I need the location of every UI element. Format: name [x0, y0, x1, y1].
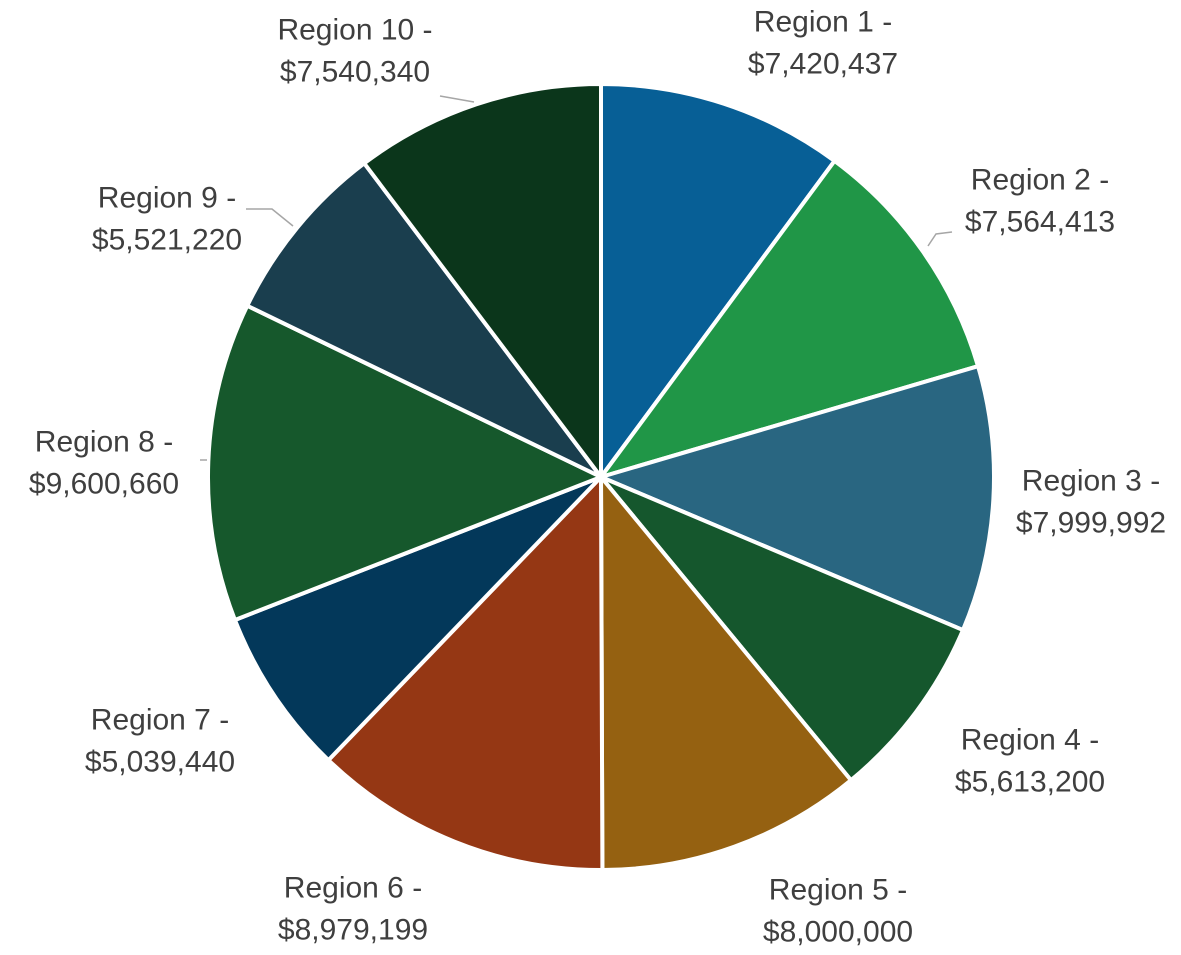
data-label-value-region-9: $5,521,220 — [92, 224, 242, 257]
data-label-category-region-4: Region 4 - — [961, 724, 1099, 757]
data-label-value-region-3: $7,999,992 — [1016, 507, 1166, 540]
leader-line-region-10 — [439, 95, 475, 103]
data-label-category-region-10: Region 10 - — [277, 14, 432, 47]
pie-slice-region-4 — [599, 475, 965, 783]
data-label-value-region-8: $9,600,660 — [29, 468, 179, 501]
pie-slice-region-1 — [599, 82, 837, 479]
data-label-value-region-7: $5,039,440 — [85, 746, 235, 779]
data-label-category-region-8: Region 8 - — [35, 426, 173, 459]
data-label-category-region-5: Region 5 - — [769, 874, 907, 907]
data-label-value-region-1: $7,420,437 — [748, 48, 898, 81]
data-label-category-region-3: Region 3 - — [1022, 465, 1160, 498]
leader-line-region-2 — [927, 231, 953, 247]
data-label-value-region-6: $8,979,199 — [278, 914, 428, 947]
leader-line-region-9 — [246, 208, 294, 227]
pie-slice-region-3 — [599, 364, 996, 633]
data-label-category-region-1: Region 1 - — [754, 6, 892, 39]
pie-slice-region-9 — [245, 161, 603, 479]
pie-slice-region-6 — [326, 475, 605, 873]
pie-slice-region-2 — [599, 158, 981, 479]
leader-lines-layer — [200, 95, 953, 461]
data-label-category-region-6: Region 6 - — [284, 872, 422, 905]
data-label-value-region-4: $5,613,200 — [955, 766, 1105, 799]
data-label-value-region-10: $7,540,340 — [280, 56, 430, 89]
data-label-category-region-9: Region 9 - — [98, 182, 236, 215]
slices-layer — [206, 82, 996, 873]
data-labels-layer: Region 1 - $7,420,437 Region 2 - $7,564,413… — [29, 6, 1166, 949]
pie-slice-region-7 — [232, 475, 603, 763]
pie-slice-region-10 — [362, 82, 603, 479]
data-label-value-region-5: $8,000,000 — [763, 916, 913, 949]
data-label-value-region-2: $7,564,413 — [965, 206, 1115, 239]
pie-slice-region-8 — [206, 303, 603, 622]
data-label-category-region-2: Region 2 - — [971, 164, 1109, 197]
pie-slice-region-5 — [599, 475, 854, 872]
data-label-category-region-7: Region 7 - — [91, 704, 229, 737]
